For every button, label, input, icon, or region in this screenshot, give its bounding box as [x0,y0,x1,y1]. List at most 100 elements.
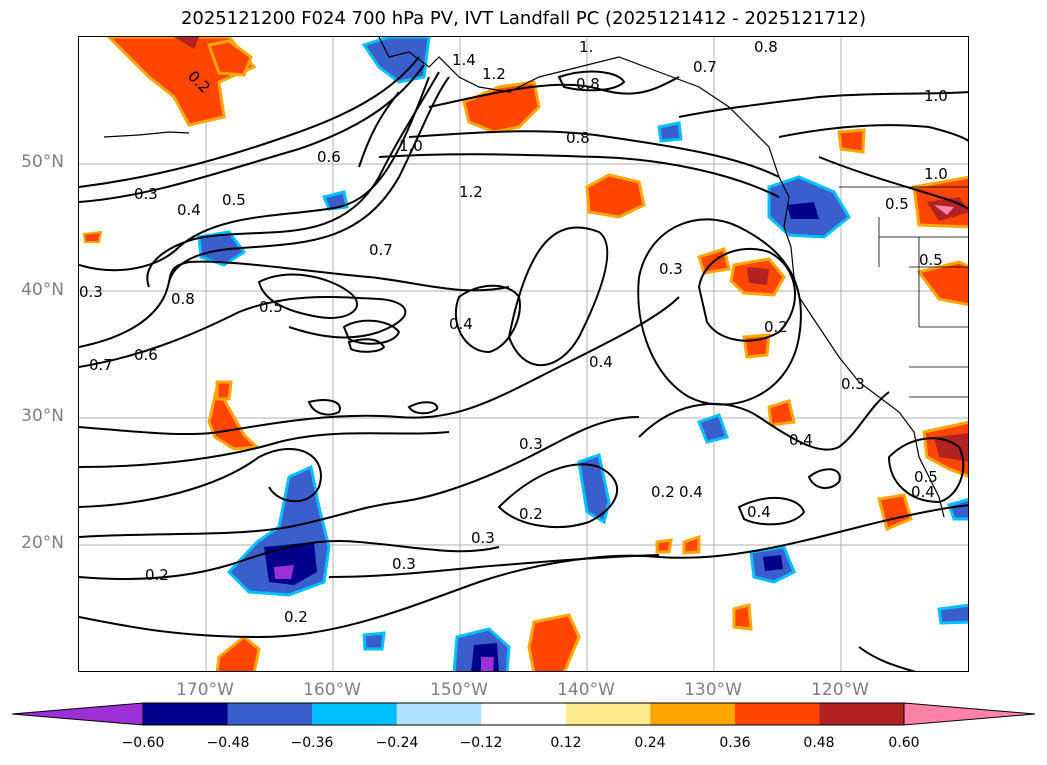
colorbar-outline [142,702,905,726]
contour-label: 1.2 [459,183,483,201]
contour-line [79,296,680,436]
contour-loop [507,226,609,367]
contour-line [778,124,968,142]
contour-line [79,447,322,508]
contour-line [79,416,640,538]
contour-loop [347,338,386,353]
contour-line [818,156,968,210]
contour-label: 0.5 [222,191,246,209]
contour-loop [637,218,802,406]
contour-label: 0.3 [79,283,103,301]
contour-loop [497,463,619,528]
colorbar-tick-label: −0.12 [459,735,503,751]
positive-anomaly-region [655,538,673,554]
contour-label: 0.8 [171,290,195,308]
contour-label: 0.2 [764,318,788,336]
colorbar-tick-label: −0.36 [290,735,334,751]
negative-anomaly-region [362,631,386,651]
colorbar-extend-max [903,702,1036,726]
contour-label: 1.0 [924,87,948,105]
contour-label: 0.7 [89,356,113,374]
positive-anomaly-region [207,39,253,77]
contour-label: 1.4 [452,51,476,69]
positive-anomaly-region [527,613,581,671]
colorbar-tick-label: −0.48 [206,735,250,751]
colorbar-tick-label: 0.24 [634,735,666,751]
contour-label: 0.2 [145,566,169,584]
colorbar-segment [650,703,736,725]
lon-label-140w: 140°W [557,680,615,700]
negative-anomaly-peak [481,657,494,671]
contour-line [428,76,680,108]
contour-label: 0.2 [651,483,675,501]
contour-line [168,76,450,283]
contour-label: 1.0 [399,137,423,155]
colorbar-tick-label: 0.12 [550,735,582,751]
contour-label: 0.8 [754,38,778,56]
contour-line [79,260,510,348]
contour-loop [697,247,796,342]
negative-anomaly-region [947,498,968,521]
negative-anomaly-region [937,603,968,625]
lat-label-20n: 20°N [21,533,64,553]
contour-label: 0.5 [259,298,283,316]
contour-label: 0.6 [134,346,158,364]
contour-line [79,540,500,580]
positive-anomaly-region [585,173,646,219]
positive-anomaly-peak [934,205,954,215]
shading-layer [82,37,968,671]
contour-label: 0.2 [519,505,543,523]
colorbar-segment [481,703,567,725]
contour-line [858,646,916,671]
positive-anomaly-region [837,128,866,154]
contour-line [638,391,890,451]
contour-line [79,56,420,188]
colorbar-segment [734,703,820,725]
contour-label: 0.3 [471,529,495,547]
positive-anomaly-region [207,382,261,451]
state-borders [909,326,968,398]
north-america-coast [378,37,945,518]
colorbar-segment [396,703,482,725]
lon-label-120w: 120°W [811,680,869,700]
positive-anomaly-region [916,260,968,307]
positive-anomaly-region [82,230,103,243]
negative-anomaly-core [763,555,783,571]
contour-label-group: 0.2 1.4 1.2 1. 0.8 0.7 0.8 1.0 0.6 0.8 1… [79,38,948,626]
contour-loop [887,437,965,504]
contour-line [408,130,780,178]
aleutian-islands [103,131,190,138]
contour-line [79,504,968,639]
negative-anomaly-region [321,190,349,211]
contour-label: 0.4 [449,315,473,333]
negative-anomaly-core [787,202,819,219]
contour-line [378,153,780,198]
coastlines [103,37,968,518]
colorbar-tick-label: 0.36 [719,735,751,751]
contour-loop [454,284,521,354]
contour-label: 0.2 [284,608,308,626]
negative-anomaly-region [657,121,683,143]
contour-label: 1.0 [924,165,948,183]
colorbar-segment [227,703,313,725]
positive-anomaly-core [174,37,199,49]
contour-loop [807,468,841,489]
contour-loop [737,496,806,526]
lon-label-160w: 160°W [303,680,361,700]
contour-label: 0.8 [576,75,600,93]
colorbar-segments [11,702,1036,726]
negative-anomaly-region [697,413,729,444]
contour-label: 0.7 [369,241,393,259]
colorbar-segment [143,703,229,725]
contour-label: 0.5 [919,251,943,269]
lon-label-150w: 150°W [430,680,488,700]
colorbar-tick-label: −0.24 [375,735,419,751]
positive-anomaly-region [732,603,753,631]
map-panel[interactable]: 0.2 1.4 1.2 1. 0.8 0.7 0.8 1.0 0.6 0.8 1… [78,36,969,672]
lon-label-130w: 130°W [684,680,742,700]
contour-label: 0.4 [911,483,935,501]
contour-label: 0.5 [885,195,909,213]
contour-label: 1. [579,38,593,56]
lat-label-30n: 30°N [21,406,64,426]
lon-label-170w: 170°W [176,680,234,700]
